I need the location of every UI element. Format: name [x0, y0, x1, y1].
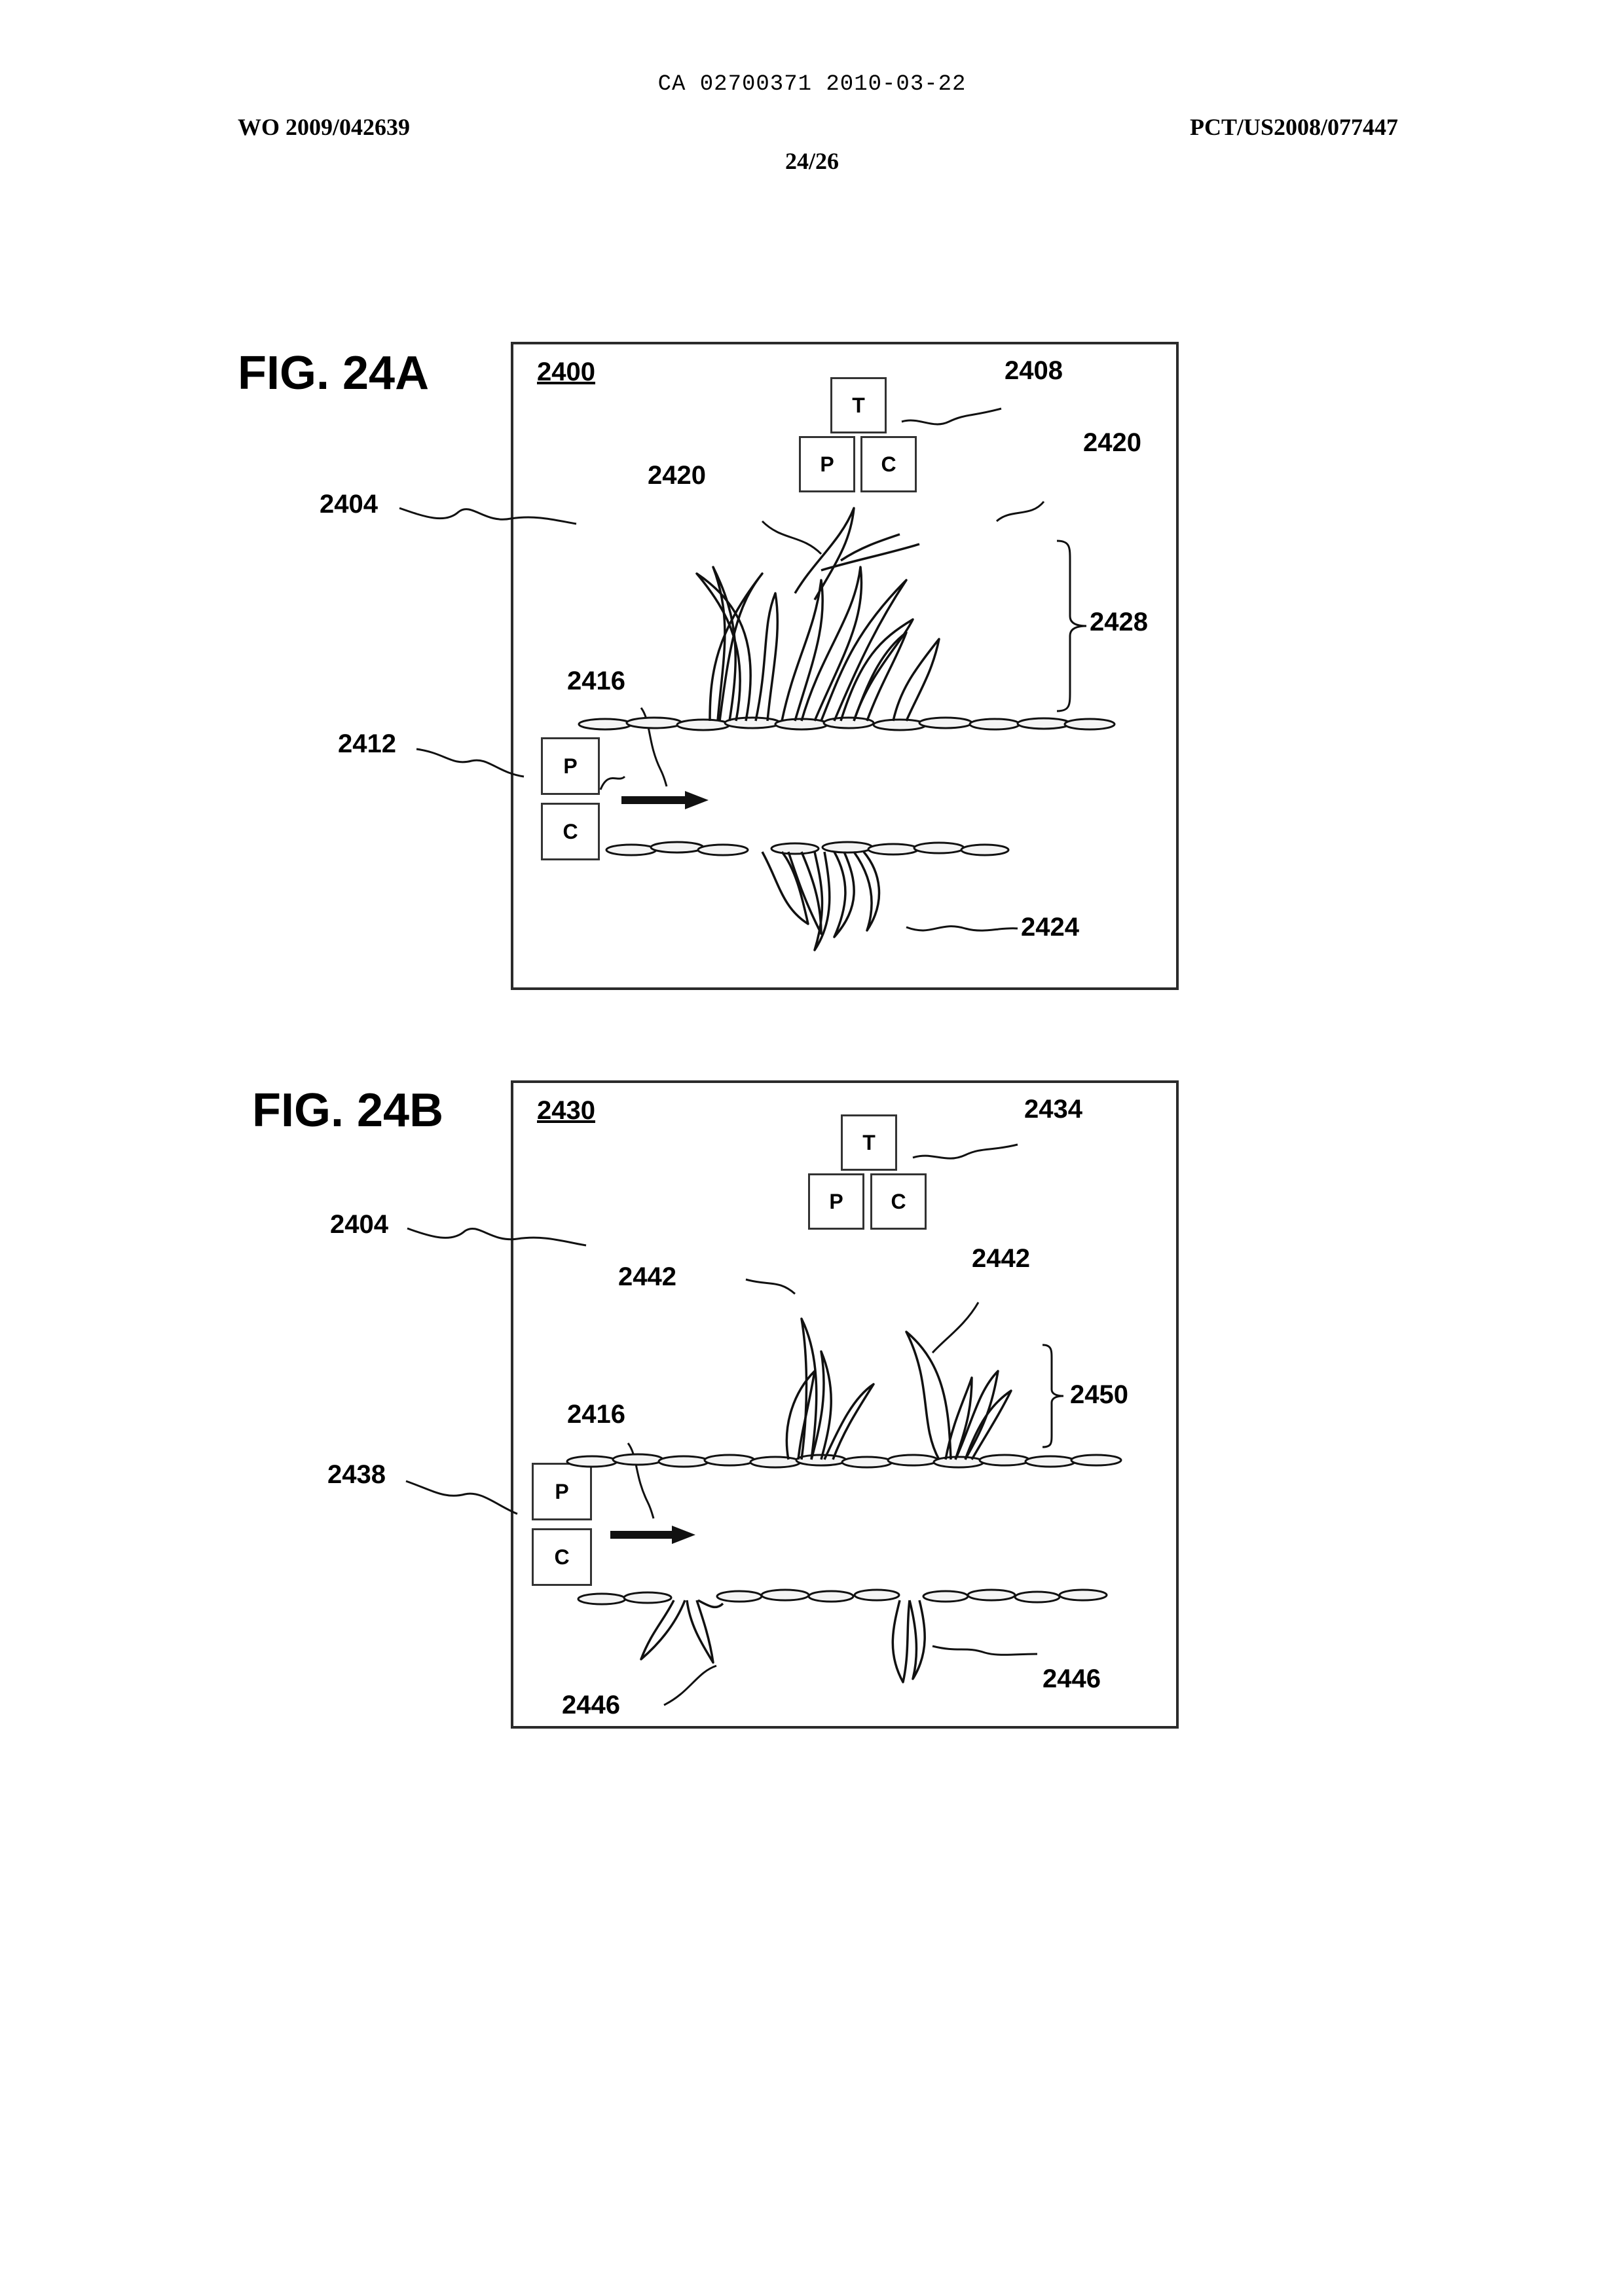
- ref-2416: 2416: [567, 668, 625, 694]
- lead-line-tpc: [913, 1145, 1018, 1158]
- top-soil: [567, 1454, 1121, 1467]
- lead-line-pc-stub: [600, 777, 625, 790]
- ref-2404-b: 2404: [330, 1211, 388, 1238]
- grass-clump-left: [786, 1319, 874, 1460]
- ref-2428: 2428: [1090, 609, 1148, 635]
- ref-2424: 2424: [1021, 914, 1079, 940]
- roots-right: [893, 1600, 925, 1682]
- lead-line-roots-right: [932, 1646, 1037, 1655]
- publication-number: WO 2009/042639: [238, 115, 410, 139]
- roots-left: [641, 1600, 723, 1662]
- roots-cluster: [762, 852, 879, 950]
- lead-line-grass-right: [932, 1302, 978, 1353]
- lead-line-grass-left: [762, 521, 821, 554]
- ref-2434: 2434: [1024, 1096, 1082, 1122]
- ref-2450: 2450: [1070, 1382, 1128, 1408]
- lead-line-grass-right: [997, 502, 1044, 521]
- ref-2420-right: 2420: [1083, 430, 1141, 456]
- figure-24b-title: FIG. 24B: [252, 1087, 443, 1134]
- lead-line-grass-left: [746, 1279, 795, 1294]
- arrow-head: [685, 791, 709, 809]
- ref-2412: 2412: [338, 731, 396, 757]
- lead-line-tpc: [902, 409, 1001, 424]
- ref-2438: 2438: [327, 1461, 386, 1488]
- ref-2446-right: 2446: [1043, 1666, 1101, 1692]
- ref-2416: 2416: [567, 1401, 625, 1427]
- ref-2442-right: 2442: [972, 1245, 1030, 1272]
- ref-2404-a: 2404: [320, 491, 378, 517]
- ca-document-code: CA 02700371 2010-03-22: [0, 73, 1624, 96]
- bottom-soil: [606, 842, 1008, 855]
- lead-line-roots-left: [664, 1666, 716, 1705]
- figure-24b-panel: 2430 T P C P C: [511, 1080, 1179, 1729]
- arrow-head: [672, 1526, 695, 1544]
- ref-2442-left: 2442: [618, 1264, 676, 1290]
- sheet-number: 24/26: [0, 149, 1624, 173]
- bottom-soil: [578, 1590, 1107, 1604]
- figure-24a-panel: 2400 T P C P C: [511, 342, 1179, 990]
- bracket-2428: [1057, 541, 1086, 711]
- figure-24a-drawing: [513, 344, 1176, 987]
- top-soil: [579, 718, 1115, 730]
- lead-line-roots: [906, 927, 1018, 931]
- ref-2446-left: 2446: [562, 1692, 620, 1718]
- bracket-2450: [1043, 1345, 1063, 1447]
- application-number: PCT/US2008/077447: [1190, 115, 1398, 139]
- figure-24a-title: FIG. 24A: [238, 350, 429, 397]
- ref-2420-left: 2420: [648, 462, 706, 488]
- ref-2408: 2408: [1005, 358, 1063, 384]
- grass-clump-tall: [697, 508, 939, 721]
- grass-clump-right: [906, 1332, 1011, 1460]
